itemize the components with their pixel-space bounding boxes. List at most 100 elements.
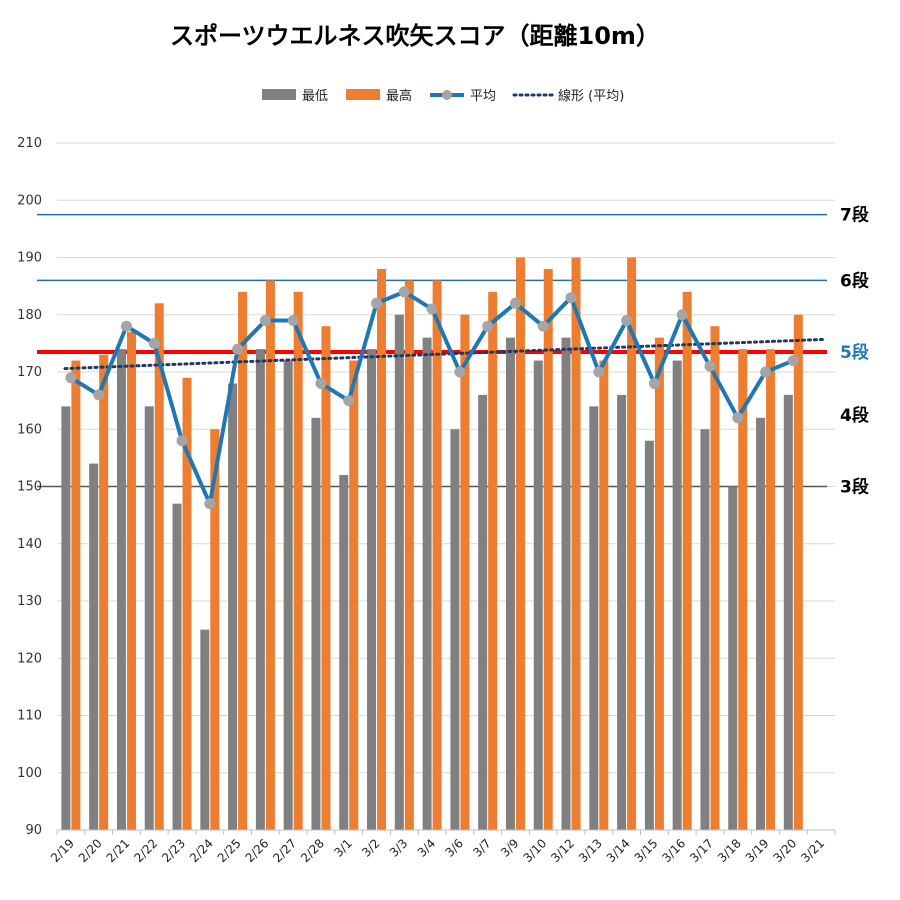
bar bbox=[700, 429, 710, 830]
bar bbox=[488, 291, 498, 831]
average-point bbox=[704, 360, 716, 372]
bar bbox=[533, 360, 543, 830]
bar bbox=[589, 406, 599, 830]
x-tick-label: 2/24 bbox=[187, 836, 216, 865]
y-tick-label: 120 bbox=[17, 651, 42, 666]
bar bbox=[422, 337, 432, 830]
bar bbox=[404, 280, 414, 830]
legend-label: 最低 bbox=[302, 89, 328, 104]
y-tick-label: 100 bbox=[17, 766, 42, 781]
trend-layer bbox=[63, 337, 827, 371]
bar bbox=[238, 291, 248, 831]
y-tick-label: 130 bbox=[17, 594, 42, 609]
bar bbox=[349, 360, 359, 830]
y-tick-label: 140 bbox=[17, 537, 42, 552]
x-tick-label: 2/21 bbox=[104, 836, 133, 865]
legend-marker bbox=[442, 90, 453, 100]
bar bbox=[432, 280, 442, 830]
bar bbox=[654, 337, 664, 830]
average-point bbox=[593, 366, 605, 378]
bar bbox=[154, 303, 164, 830]
x-tick-label: 2/28 bbox=[298, 836, 327, 865]
x-tick-label: 3/4 bbox=[415, 836, 439, 860]
bar bbox=[515, 257, 525, 830]
bar bbox=[728, 486, 738, 830]
bar bbox=[144, 406, 154, 830]
y-tick-label: 210 bbox=[17, 136, 42, 151]
average-point bbox=[259, 314, 271, 326]
average-point bbox=[148, 337, 160, 349]
bar bbox=[599, 360, 609, 830]
reference-label: 5段 bbox=[840, 342, 869, 363]
reference-lines: 7段 6段 5段 4段 3段 bbox=[37, 205, 869, 498]
bar bbox=[89, 463, 99, 830]
bar bbox=[627, 257, 637, 830]
reference-label: 4段 bbox=[840, 405, 869, 426]
x-tick-label: 2/25 bbox=[215, 836, 244, 865]
x-tick-label: 3/15 bbox=[632, 836, 661, 865]
average-point bbox=[676, 309, 688, 321]
bar bbox=[450, 429, 460, 830]
average-point bbox=[315, 377, 327, 389]
x-tick-label: 3/6 bbox=[442, 836, 466, 860]
bar bbox=[710, 326, 720, 830]
bar-layer bbox=[61, 257, 803, 831]
legend-label: 平均 bbox=[470, 89, 496, 104]
reference-label: 7段 bbox=[840, 205, 869, 226]
legend-label: 最高 bbox=[386, 88, 412, 104]
average-point bbox=[565, 292, 577, 304]
bar bbox=[682, 291, 692, 831]
legend: 最低 最高 平均 線形 (平均) bbox=[262, 88, 624, 104]
average-point bbox=[398, 286, 410, 298]
x-tick-label: 2/27 bbox=[270, 836, 299, 865]
x-tick-label: 3/14 bbox=[604, 836, 633, 865]
bar bbox=[766, 349, 776, 830]
reference-label: 6段 bbox=[840, 270, 869, 291]
bar bbox=[283, 360, 293, 830]
bar bbox=[265, 280, 275, 830]
bar bbox=[321, 326, 331, 830]
bar bbox=[543, 268, 553, 830]
average-point bbox=[648, 377, 660, 389]
average-point bbox=[482, 320, 494, 332]
bar bbox=[126, 331, 136, 830]
average-point bbox=[120, 320, 132, 332]
x-tick-label: 2/20 bbox=[76, 836, 105, 865]
average-point bbox=[343, 395, 355, 407]
average-point bbox=[232, 343, 244, 355]
bar bbox=[783, 394, 793, 830]
x-tick-label: 3/20 bbox=[770, 836, 799, 865]
x-tick-label: 3/1 bbox=[331, 836, 355, 860]
trendline bbox=[63, 337, 827, 371]
reference-label: 3段 bbox=[840, 477, 869, 498]
legend-label: 線形 (平均) bbox=[558, 88, 624, 104]
bar bbox=[367, 349, 377, 830]
x-tick-label: 3/19 bbox=[743, 836, 772, 865]
bar bbox=[99, 354, 109, 830]
average-point bbox=[509, 297, 521, 309]
bar bbox=[505, 337, 515, 830]
x-tick-label: 3/7 bbox=[470, 836, 494, 860]
average-point bbox=[287, 314, 299, 326]
x-tick-label: 3/21 bbox=[798, 836, 827, 865]
y-tick-label: 160 bbox=[17, 422, 42, 437]
bar bbox=[61, 406, 71, 830]
bar bbox=[210, 429, 220, 830]
bar bbox=[339, 475, 349, 830]
y-tick-label: 180 bbox=[17, 308, 42, 323]
bar bbox=[200, 629, 210, 830]
y-tick-label: 110 bbox=[17, 709, 42, 724]
x-tick-label: 3/17 bbox=[687, 836, 716, 865]
average-point bbox=[621, 314, 633, 326]
bar bbox=[182, 377, 192, 830]
average-point bbox=[204, 498, 216, 510]
x-tick-label: 3/2 bbox=[359, 836, 383, 860]
bar bbox=[756, 417, 766, 830]
line-layer bbox=[65, 286, 799, 510]
bar bbox=[571, 257, 581, 830]
bar bbox=[394, 314, 404, 830]
bar bbox=[644, 440, 654, 830]
x-tick-label: 2/22 bbox=[131, 836, 160, 865]
average-point bbox=[732, 412, 744, 424]
average-point bbox=[787, 355, 799, 367]
